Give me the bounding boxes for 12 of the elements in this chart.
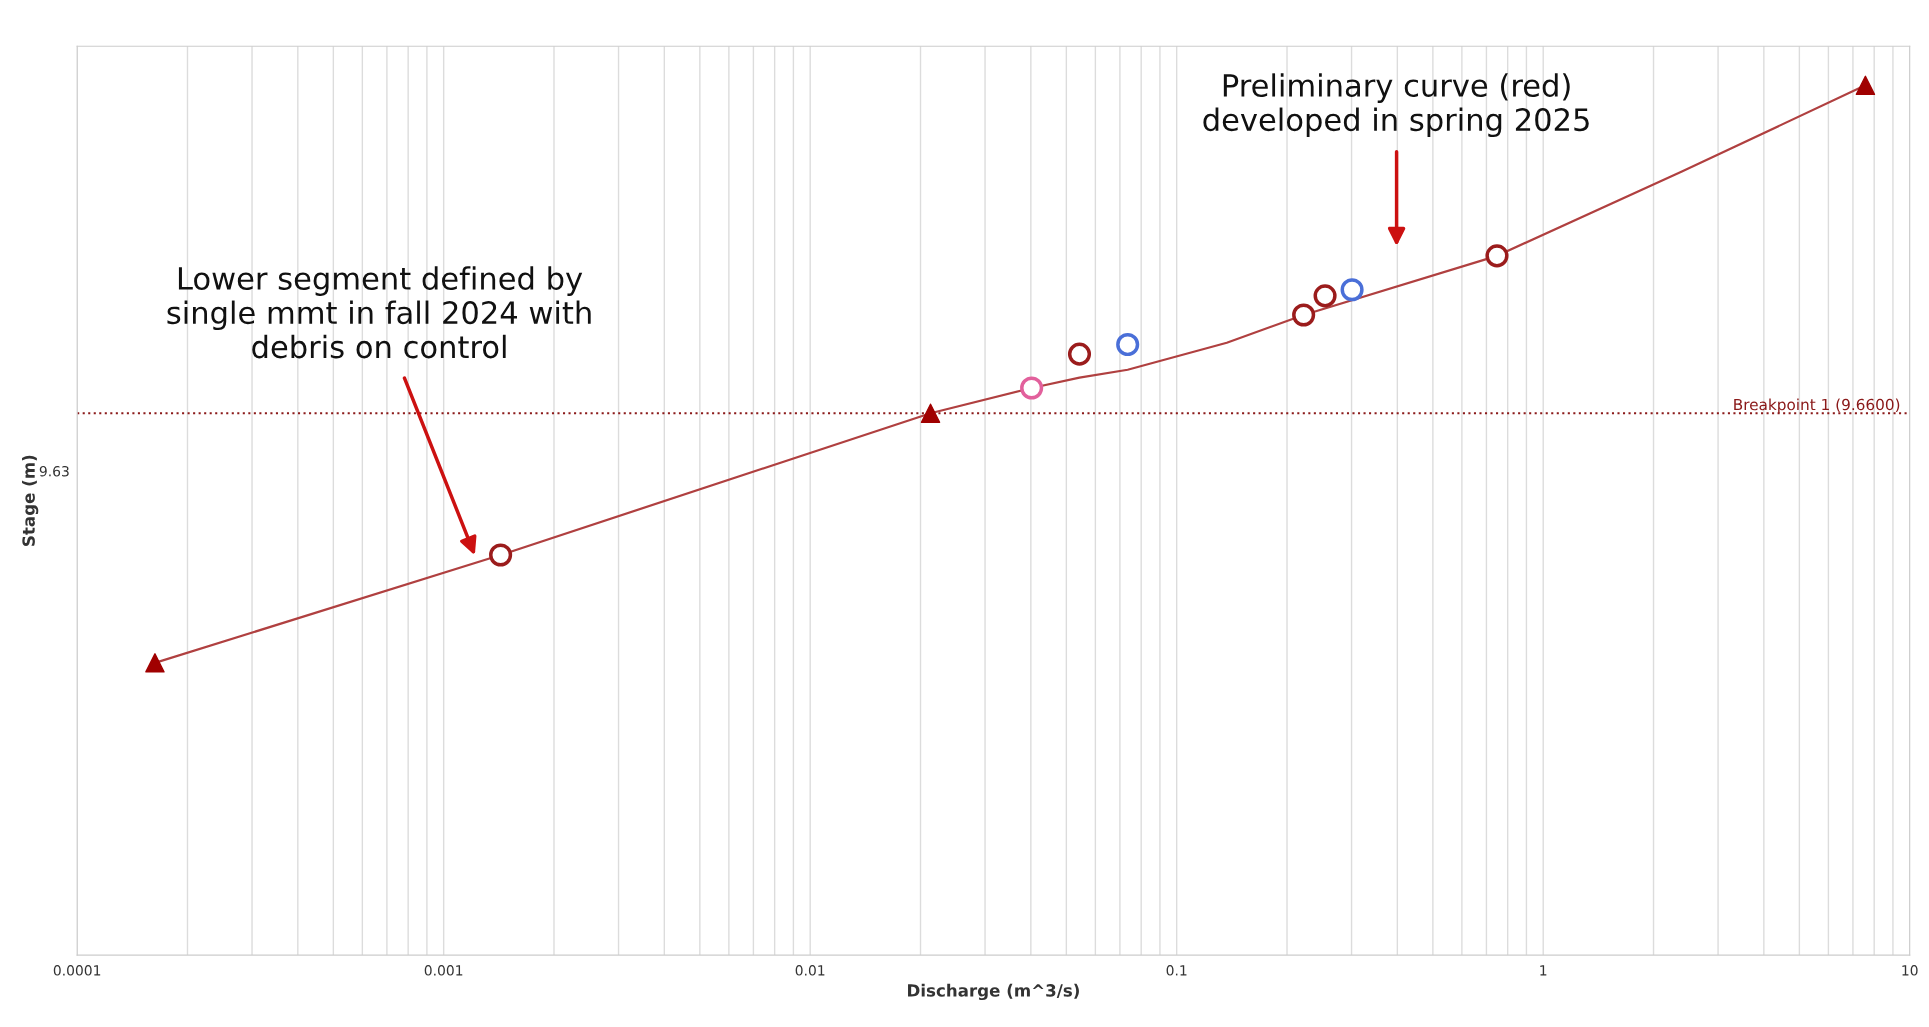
x-tick-label: 0.01 <box>795 965 825 976</box>
x-tick-label: 0.001 <box>424 965 463 976</box>
annotation: Lower segment defined by single mmt in fall 2024 with debris on control <box>167 266 591 359</box>
x-tick-label: 1 <box>1540 965 1547 976</box>
text: 9.63 <box>39 466 69 477</box>
y-axis-title: Stage (m) <box>22 455 39 546</box>
annotation: Preliminary curve (red) developed in spring 2025 <box>1203 73 1589 138</box>
x-tick-label: 0.0001 <box>53 965 101 976</box>
x-axis-title: Discharge (m^3/s) <box>908 983 1079 1001</box>
x-tick-label: 10 <box>1902 965 1918 976</box>
x-tick-label: 0.1 <box>1166 965 1187 976</box>
ref-line-label: Breakpoint 1 (9.6600) <box>1734 398 1900 414</box>
